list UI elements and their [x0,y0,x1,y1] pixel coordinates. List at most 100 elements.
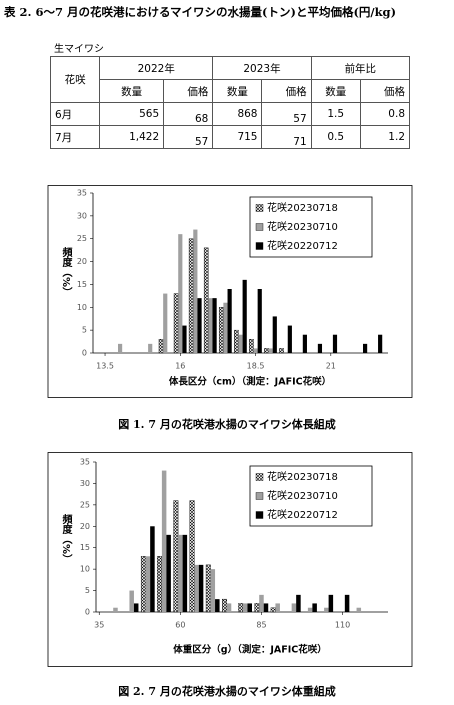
bar [257,289,262,353]
bar [210,569,216,612]
bar [242,279,247,353]
bar [178,534,183,612]
corner: 花咲 [49,56,101,103]
x-tick-label: 60 [175,621,185,630]
bar [158,339,164,354]
y-tick-label: 5 [82,326,87,335]
bar [253,348,258,353]
y-tick-label: 25 [77,234,87,243]
bar [302,334,307,353]
bar [362,343,368,353]
bar [332,334,338,353]
bar [129,590,134,612]
subhead: 価格 [163,79,214,103]
y-tick-label: 25 [80,500,90,509]
bar [378,334,383,353]
legend-label: 花咲20230718 [267,201,338,214]
figure-caption: 図 2. 7 月の花咲港水揚のマイワシ体重組成 [118,685,336,698]
legend-label: 花咲20220712 [267,508,338,521]
bar [254,603,260,613]
bar [268,348,273,353]
cell: 57 [261,102,312,126]
bar [140,556,146,613]
group-head: 前年比 [310,56,411,80]
y-tick-label: 10 [77,303,87,312]
y-tick-label: 30 [77,211,87,220]
data-table: 花咲 2022年 2023年 前年比 数量 価格 数量 価格 数量 価格 6月 … [49,56,411,149]
x-tick-label: 35 [94,621,104,630]
legend-swatch [255,492,264,500]
x-tick-label: 85 [256,621,266,630]
bar [198,564,204,612]
bar [264,348,269,354]
bar [226,603,232,612]
bar [307,607,313,612]
cell: 1,422 [99,125,165,149]
y-tick-label: 35 [80,458,90,467]
bar [223,302,228,353]
bar [218,307,224,354]
bar [275,603,280,612]
cell: 565 [99,102,165,126]
legend-box [249,465,373,527]
bar [287,325,292,353]
x-tick-label: 110 [335,621,350,630]
y-axis-label: 頻度（%） [60,514,71,565]
bar [194,564,199,612]
bar [182,325,187,353]
bar [234,329,239,354]
legend-label: 花咲20230710 [267,220,338,233]
x-tick-label: 21 [326,362,336,371]
bar [242,603,248,612]
cell: 68 [163,102,214,126]
bar [238,603,244,613]
bar [150,526,155,612]
bar [247,603,253,612]
cell: 1.5 [310,102,361,126]
cell: 715 [212,125,263,149]
bar [173,500,179,613]
figure-1: 0 5 10 15 20 25 30 35 13.5 16 18.5 21 体長区分（cm）（測定：JA… [0,185,454,400]
bar [227,289,232,353]
y-tick-label: 5 [85,586,90,595]
subhead: 数量 [212,79,263,103]
bar [203,247,209,354]
subhead: 価格 [359,79,411,103]
bar [148,343,153,353]
bar [312,603,317,612]
bar [215,599,220,612]
y-axis-label: 頻度（%） [60,247,71,298]
bar [157,556,163,613]
bar [296,594,301,612]
bar [291,603,297,612]
bar [193,229,198,353]
legend-swatch [255,223,264,231]
legend-swatch [255,511,264,519]
bar [197,298,202,353]
bar [189,500,195,613]
bar [173,293,179,354]
bar [188,238,194,354]
figure-caption: 図 1. 7 月の花咲港水揚のマイワシ体長組成 [118,418,336,431]
bar [222,598,227,613]
x-axis-label: 体重区分（g）（測定：JAFIC花咲） [173,644,326,656]
cell: 1.2 [359,125,411,149]
legend-swatch [255,473,264,481]
legend-label: 花咲20230718 [267,470,338,483]
group-head: 2022年 [99,56,214,80]
bar [238,334,243,353]
y-tick-label: 0 [85,608,90,617]
y-tick-label: 20 [77,257,87,266]
bar [182,534,188,612]
row-head: 6月 [49,102,101,126]
y-tick-label: 10 [80,565,90,574]
bar [161,470,167,612]
y-tick-label: 30 [80,479,90,488]
bar [145,556,151,612]
legend-label: 花咲20220712 [267,239,338,252]
x-tick-label: 16 [175,362,185,371]
bar [356,607,362,612]
bar [133,603,139,612]
bar [279,348,284,354]
